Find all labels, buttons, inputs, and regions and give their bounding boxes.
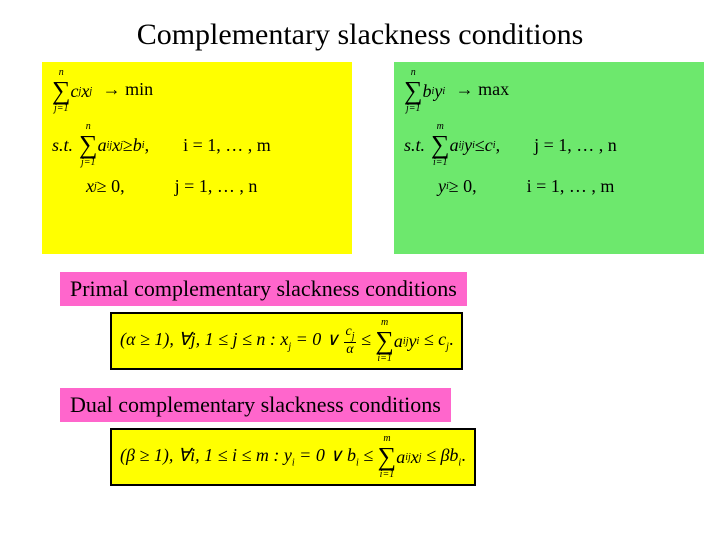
dual-constraint: s.t. m ∑ i=1 aijyi ≤ ci, j = 1, … , n [404, 122, 694, 168]
primal-nonneg: xj ≥ 0, j = 1, … , n [52, 176, 342, 197]
arrow-max: → max [456, 79, 510, 99]
primal-i-range: i = 1, … , m [183, 135, 271, 156]
fraction: cj α [343, 325, 356, 357]
primal-j-range: j = 1, … , n [175, 176, 258, 197]
dual-j-range: j = 1, … , n [534, 135, 617, 156]
primal-cs-label: Primal complementary slackness condition… [60, 272, 467, 306]
sigma-icon: m ∑ i=1 [431, 122, 450, 168]
sigma-icon: n ∑ j=1 [79, 122, 98, 168]
primal-constraint: s.t. n ∑ j=1 aijxj ≥ bi, i = 1, … , m [52, 122, 342, 168]
dual-problem: n ∑ j=1 biyi → max s.t. m ∑ i=1 aijyi ≤ … [394, 62, 704, 254]
sigma-icon: n ∑ j=1 [52, 68, 71, 114]
page-title: Complementary slackness conditions [0, 0, 720, 62]
sigma-icon: m ∑ i=1 [378, 434, 397, 480]
dual-nonneg: yi ≥ 0, i = 1, … , m [404, 176, 694, 197]
sigma-icon: n ∑ j=1 [404, 68, 423, 114]
primal-cs-condition: (α ≥ 1), ∀j, 1 ≤ j ≤ n : xj = 0 ∨ cj α ≤… [110, 312, 463, 370]
dual-cs-label: Dual complementary slackness conditions [60, 388, 451, 422]
sigma-icon: m ∑ i=1 [375, 318, 394, 364]
primal-problem: n ∑ j=1 cjxj → min s.t. n ∑ j=1 aijxj ≥ … [42, 62, 352, 254]
dual-i-range: i = 1, … , m [527, 176, 615, 197]
problem-pair: n ∑ j=1 cjxj → min s.t. n ∑ j=1 aijxj ≥ … [0, 62, 720, 254]
dual-objective: n ∑ j=1 biyi → max [404, 68, 694, 114]
dual-cs-condition: (β ≥ 1), ∀i, 1 ≤ i ≤ m : yi = 0 ∨ bi ≤ m… [110, 428, 476, 486]
primal-objective: n ∑ j=1 cjxj → min [52, 68, 342, 114]
arrow-min: → min [103, 79, 154, 99]
